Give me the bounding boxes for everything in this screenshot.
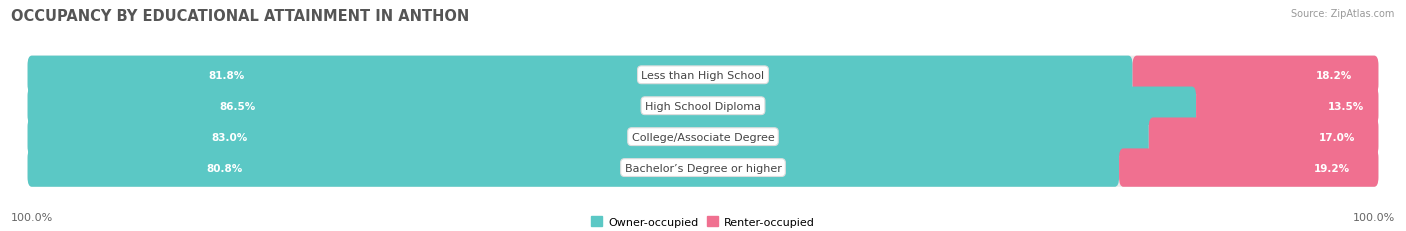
Text: College/Associate Degree: College/Associate Degree [631, 132, 775, 142]
FancyBboxPatch shape [1133, 56, 1378, 94]
Text: 19.2%: 19.2% [1313, 163, 1350, 173]
FancyBboxPatch shape [28, 149, 1378, 187]
Text: 17.0%: 17.0% [1319, 132, 1355, 142]
FancyBboxPatch shape [1149, 118, 1378, 156]
Text: 80.8%: 80.8% [205, 163, 242, 173]
Text: Less than High School: Less than High School [641, 70, 765, 80]
FancyBboxPatch shape [28, 118, 1378, 156]
FancyBboxPatch shape [1197, 87, 1378, 125]
Text: 18.2%: 18.2% [1316, 70, 1353, 80]
FancyBboxPatch shape [28, 118, 1149, 156]
Text: 83.0%: 83.0% [211, 132, 247, 142]
Legend: Owner-occupied, Renter-occupied: Owner-occupied, Renter-occupied [586, 212, 820, 231]
FancyBboxPatch shape [28, 56, 1378, 94]
FancyBboxPatch shape [28, 149, 1119, 187]
Text: OCCUPANCY BY EDUCATIONAL ATTAINMENT IN ANTHON: OCCUPANCY BY EDUCATIONAL ATTAINMENT IN A… [11, 9, 470, 24]
Text: 100.0%: 100.0% [11, 212, 53, 222]
Text: Bachelor’s Degree or higher: Bachelor’s Degree or higher [624, 163, 782, 173]
Text: 86.5%: 86.5% [219, 101, 256, 111]
Text: 100.0%: 100.0% [1353, 212, 1395, 222]
FancyBboxPatch shape [28, 87, 1378, 125]
FancyBboxPatch shape [28, 87, 1197, 125]
Text: High School Diploma: High School Diploma [645, 101, 761, 111]
FancyBboxPatch shape [1119, 149, 1378, 187]
FancyBboxPatch shape [28, 56, 1133, 94]
Text: 81.8%: 81.8% [208, 70, 245, 80]
Text: 13.5%: 13.5% [1327, 101, 1364, 111]
Text: Source: ZipAtlas.com: Source: ZipAtlas.com [1291, 9, 1395, 19]
